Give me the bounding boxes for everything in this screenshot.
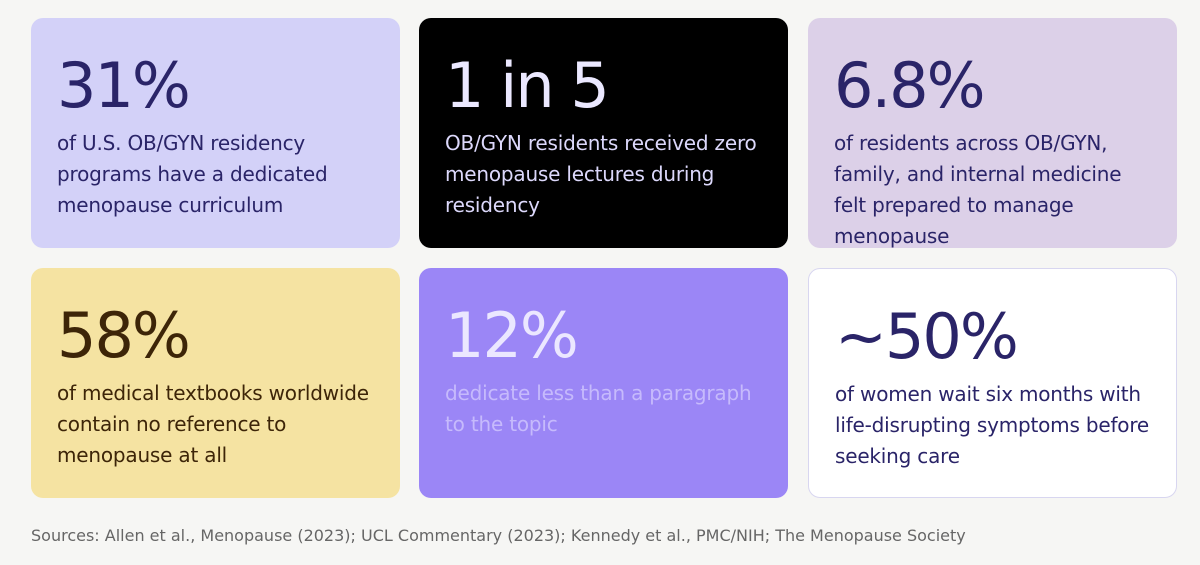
stat-description: OB/GYN residents received zero menopause… <box>445 131 757 217</box>
stat-value: ~50% <box>835 300 1019 373</box>
stat-description: of residents across OB/GYN, family, and … <box>834 131 1122 248</box>
stat-value: 31% <box>57 49 191 122</box>
stat-value: 12% <box>445 299 579 372</box>
stat-card: ~50% of women wait six months with life-d… <box>808 268 1177 498</box>
stat-card: 12% dedicate less than a paragraph to the… <box>419 268 788 498</box>
stat-value: 6.8% <box>834 49 986 122</box>
stat-description: of women wait six months with life-disru… <box>835 382 1150 468</box>
stat-description: dedicate less than a paragraph to the to… <box>445 381 752 436</box>
stat-card: 31% of U.S. OB/GYN residency programs hav… <box>31 18 400 248</box>
stat-description: of U.S. OB/GYN residency programs have a… <box>57 131 328 217</box>
stat-value: 1 in 5 <box>445 49 610 122</box>
stat-card: 6.8% of residents across OB/GYN, family, … <box>808 18 1177 248</box>
stat-value: 58% <box>57 299 191 372</box>
stat-card: 1 in 5 OB/GYN residents received zero men… <box>419 18 788 248</box>
sources: Sources: Allen et al., Menopause (2023);… <box>31 526 966 545</box>
stat-description: of medical textbooks worldwide contain n… <box>57 381 369 467</box>
stat-card: 58% of medical textbooks worldwide contai… <box>31 268 400 498</box>
